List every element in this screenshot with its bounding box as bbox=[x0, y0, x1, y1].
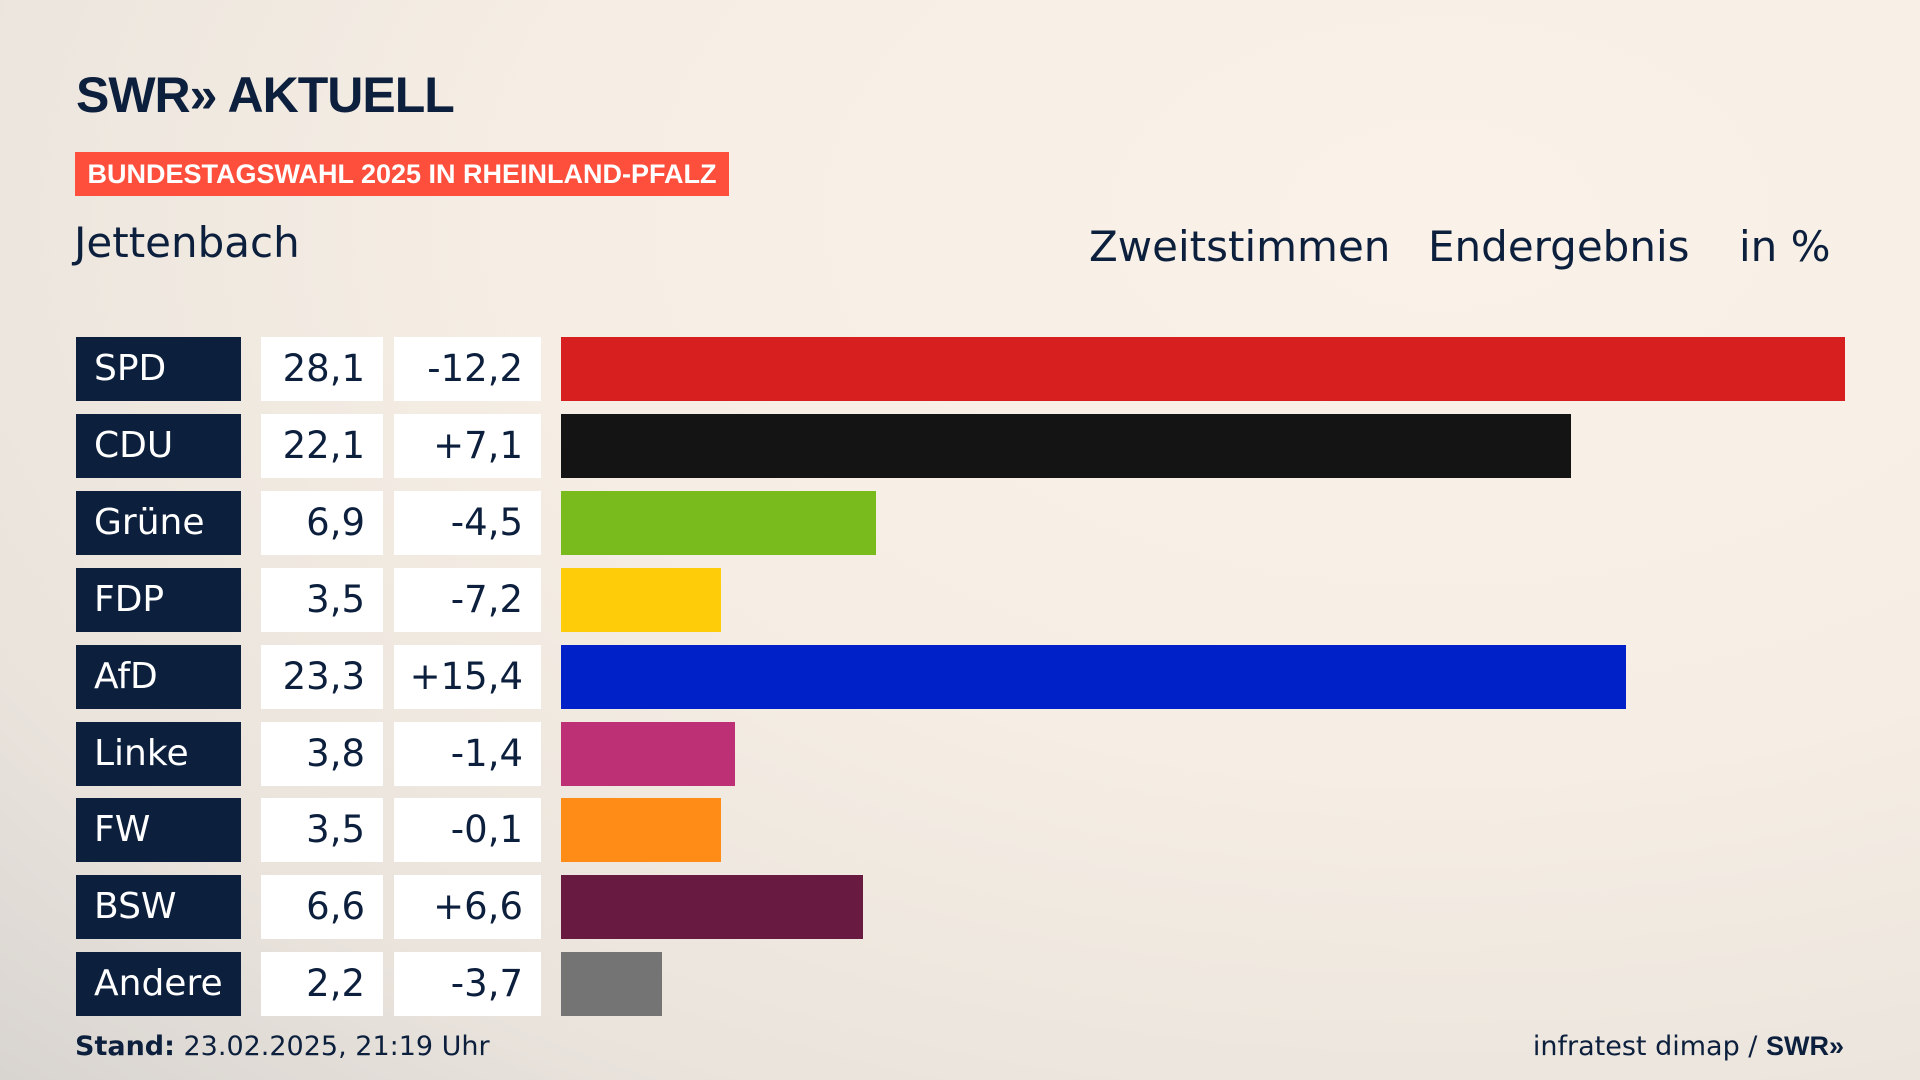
diff-label: -1,4 bbox=[394, 721, 541, 786]
swr-aktuell-logo: SWR» AKTUELL bbox=[76, 67, 455, 123]
election-banner: BUNDESTAGSWAHL 2025 IN RHEINLAND-PFALZ bbox=[75, 152, 729, 196]
diff-label: +15,4 bbox=[394, 644, 541, 709]
diff-label: +7,1 bbox=[394, 413, 541, 478]
source: infratest dimap / SWR» bbox=[1532, 1031, 1844, 1062]
bar-bsw bbox=[561, 875, 863, 940]
bar-fw bbox=[561, 798, 721, 863]
diff-label: -0,1 bbox=[394, 798, 541, 863]
party-label: Grüne bbox=[76, 490, 241, 555]
bar-andere bbox=[561, 952, 662, 1017]
value-label: 22,1 bbox=[261, 413, 383, 478]
stand-value: 23.02.2025, 21:19 Uhr bbox=[174, 1031, 490, 1062]
bar-grüne bbox=[561, 490, 877, 555]
party-label: FDP bbox=[76, 567, 241, 632]
unit-label: in % bbox=[1739, 222, 1831, 271]
stand-label: Stand: bbox=[75, 1031, 175, 1062]
value-label: 3,8 bbox=[261, 721, 383, 786]
place-title: Jettenbach bbox=[74, 218, 300, 267]
timestamp: Stand: 23.02.2025, 21:19 Uhr bbox=[75, 1033, 490, 1060]
bar-fdp bbox=[561, 567, 721, 632]
value-label: 6,6 bbox=[261, 875, 383, 940]
bar-afd bbox=[561, 644, 1626, 709]
party-label: Linke bbox=[76, 721, 241, 786]
bar-cdu bbox=[561, 413, 1571, 478]
bar-spd bbox=[561, 337, 1845, 401]
party-label: FW bbox=[76, 798, 241, 863]
vote-type-label: Zweitstimmen bbox=[1089, 222, 1391, 271]
bar-linke bbox=[561, 721, 735, 786]
value-label: 28,1 bbox=[261, 337, 383, 401]
diff-label: -12,2 bbox=[394, 337, 541, 401]
party-label: SPD bbox=[76, 337, 241, 401]
source-text: infratest dimap / bbox=[1532, 1031, 1766, 1062]
value-label: 23,3 bbox=[261, 644, 383, 709]
party-label: Andere bbox=[76, 952, 241, 1017]
value-label: 3,5 bbox=[261, 798, 383, 863]
party-label: CDU bbox=[76, 413, 241, 478]
value-label: 3,5 bbox=[261, 567, 383, 632]
value-label: 2,2 bbox=[261, 952, 383, 1017]
status-label: Endergebnis bbox=[1428, 222, 1690, 271]
diff-label: -7,2 bbox=[394, 567, 541, 632]
value-label: 6,9 bbox=[261, 490, 383, 555]
diff-label: -4,5 bbox=[394, 490, 541, 555]
swr-brand: SWR» bbox=[1765, 1031, 1844, 1061]
party-label: AfD bbox=[76, 644, 241, 709]
diff-label: -3,7 bbox=[394, 952, 541, 1017]
diff-label: +6,6 bbox=[394, 875, 541, 940]
party-label: BSW bbox=[76, 875, 241, 940]
